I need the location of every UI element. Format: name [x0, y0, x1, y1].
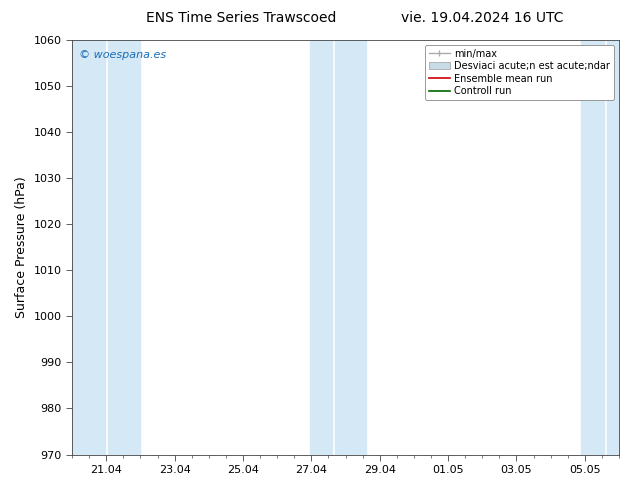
Bar	[607, 40, 619, 455]
Legend: min/max, Desviaci acute;n est acute;ndar, Ensemble mean run, Controll run: min/max, Desviaci acute;n est acute;ndar…	[425, 45, 614, 100]
Text: ENS Time Series Trawscoed: ENS Time Series Trawscoed	[146, 11, 336, 25]
Bar	[581, 40, 604, 455]
Bar	[309, 40, 332, 455]
Y-axis label: Surface Pressure (hPa): Surface Pressure (hPa)	[15, 176, 28, 318]
Text: © woespana.es: © woespana.es	[79, 50, 165, 60]
Text: vie. 19.04.2024 16 UTC: vie. 19.04.2024 16 UTC	[401, 11, 563, 25]
Bar	[108, 40, 141, 455]
Bar	[72, 40, 105, 455]
Bar	[335, 40, 366, 455]
